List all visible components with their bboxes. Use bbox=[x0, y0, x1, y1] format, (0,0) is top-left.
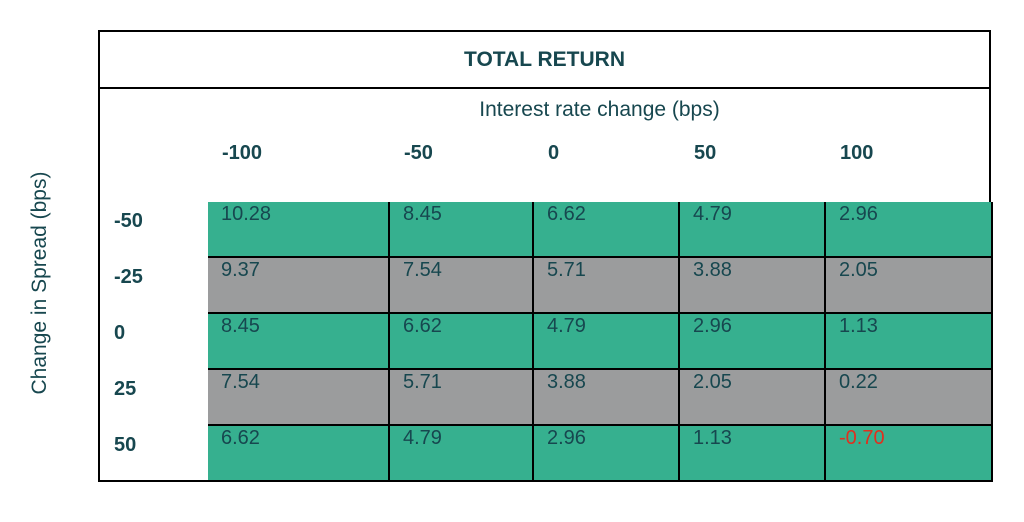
value-cell: 2.05 bbox=[680, 370, 826, 426]
value-cell: 4.79 bbox=[390, 426, 534, 482]
value-cell: 10.28 bbox=[208, 202, 390, 258]
value-cell: 6.62 bbox=[534, 202, 680, 258]
row-header: 0 bbox=[114, 322, 126, 344]
value-cell: 7.54 bbox=[208, 370, 390, 426]
column-header: 0 bbox=[548, 142, 560, 164]
value-cell: 9.37 bbox=[208, 258, 390, 314]
column-header: -50 bbox=[404, 142, 433, 164]
value-cell: 2.96 bbox=[534, 426, 680, 482]
value-cell: -0.70 bbox=[826, 426, 993, 482]
x-axis-label: Interest rate change (bps) bbox=[479, 98, 720, 121]
value-cell: 6.62 bbox=[208, 426, 390, 482]
row-header: 50 bbox=[114, 434, 137, 456]
value-cell: 5.71 bbox=[390, 370, 534, 426]
value-cell: 2.05 bbox=[826, 258, 993, 314]
value-cell: 3.88 bbox=[534, 370, 680, 426]
row-header: 25 bbox=[114, 378, 137, 400]
column-header: 100 bbox=[840, 142, 874, 164]
value-cell: 0.22 bbox=[826, 370, 993, 426]
row-header: -50 bbox=[114, 210, 143, 232]
value-cell: 6.62 bbox=[390, 314, 534, 370]
value-cell: 8.45 bbox=[390, 202, 534, 258]
value-cell: 4.79 bbox=[534, 314, 680, 370]
value-cell: 2.96 bbox=[680, 314, 826, 370]
value-cell: 7.54 bbox=[390, 258, 534, 314]
row-header: -25 bbox=[114, 266, 143, 288]
value-cell: 1.13 bbox=[826, 314, 993, 370]
value-cell: 2.96 bbox=[826, 202, 993, 258]
total-return-table: TOTAL RETURN Interest rate change (bps) … bbox=[98, 30, 993, 482]
value-cell: 5.71 bbox=[534, 258, 680, 314]
value-cell: 8.45 bbox=[208, 314, 390, 370]
value-cell: 3.88 bbox=[680, 258, 826, 314]
table-title: TOTAL RETURN bbox=[100, 32, 989, 89]
value-grid: 10.28 8.45 6.62 4.79 2.96 9.37 7.54 5.71 3.88 2.0… bbox=[208, 202, 993, 482]
value-cell: 4.79 bbox=[680, 202, 826, 258]
value-cell: 1.13 bbox=[680, 426, 826, 482]
column-header: 50 bbox=[694, 142, 717, 164]
y-axis-label: Change in Spread (bps) bbox=[28, 171, 51, 395]
column-header: -100 bbox=[222, 142, 263, 164]
